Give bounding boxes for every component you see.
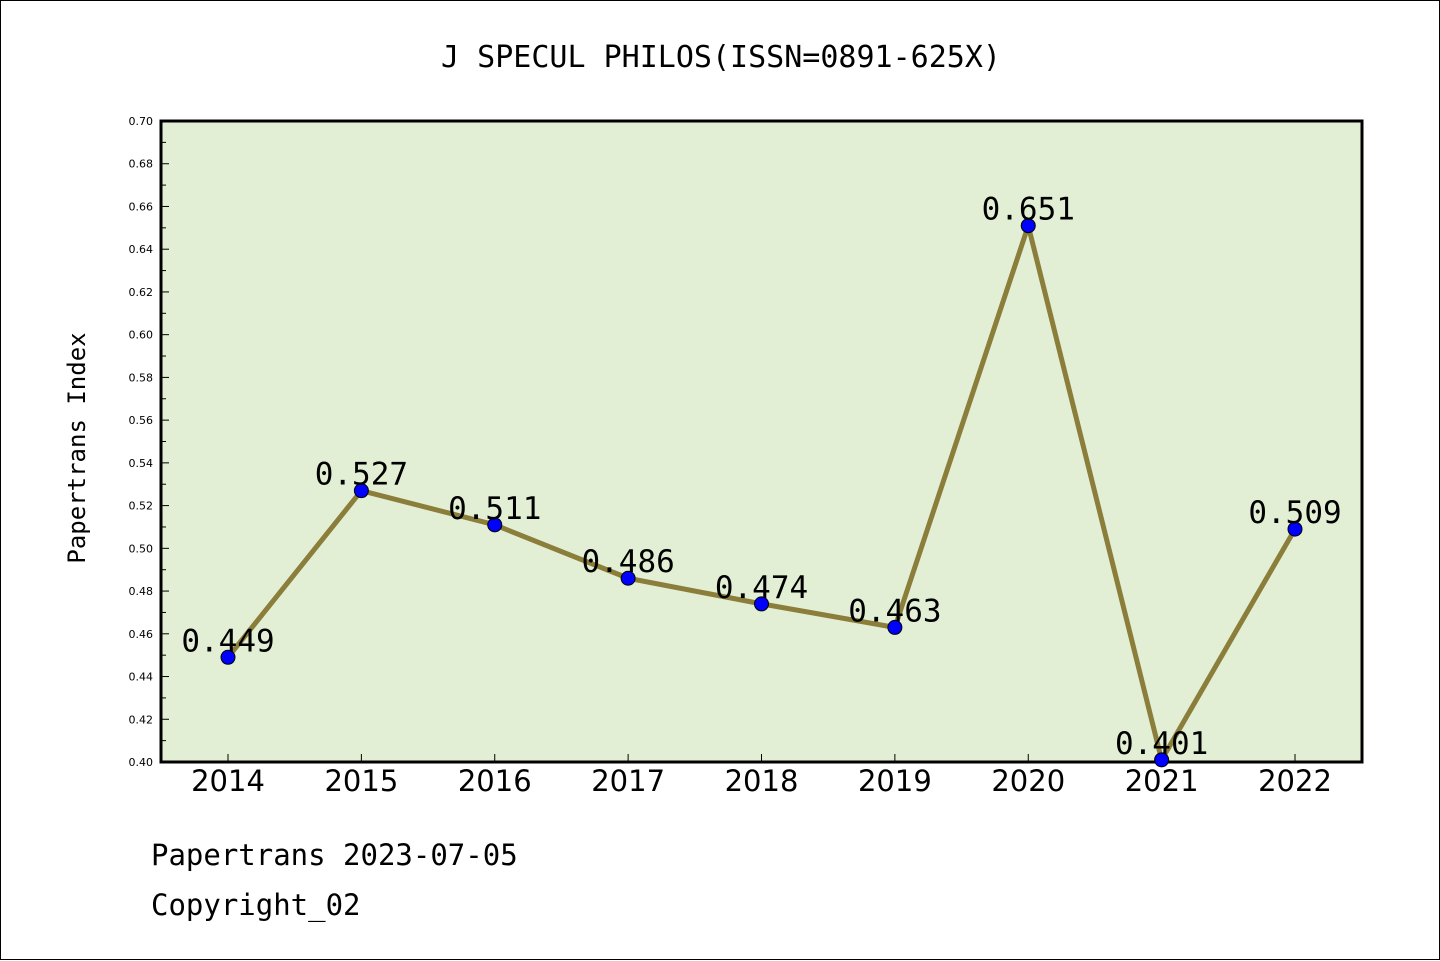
x-tick-label: 2018 — [725, 764, 799, 798]
footer-date: Papertrans 2023-07-05 — [151, 838, 518, 872]
y-tick-label: 0.62 — [129, 286, 154, 299]
data-label: 0.651 — [982, 192, 1075, 228]
chart-title: J SPECUL PHILOS(ISSN=0891-625X) — [441, 40, 1001, 75]
y-tick-label: 0.50 — [129, 542, 154, 555]
data-label: 0.509 — [1248, 495, 1341, 531]
data-point — [887, 619, 903, 635]
x-tick-label: 2014 — [191, 764, 265, 798]
y-tick-label: 0.70 — [129, 115, 154, 128]
footer-copyright: Copyright_02 — [151, 888, 361, 923]
y-tick-label: 0.66 — [129, 200, 154, 213]
data-point — [1154, 752, 1170, 768]
plot-area — [159, 119, 1364, 764]
x-tick-label: 2017 — [591, 764, 665, 798]
y-tick-label: 0.44 — [129, 671, 154, 684]
y-tick-label: 0.68 — [129, 158, 154, 171]
x-tick-label: 2022 — [1258, 764, 1332, 798]
y-tick-label: 0.60 — [129, 329, 154, 342]
data-point — [1020, 218, 1036, 234]
data-point — [1287, 521, 1303, 537]
x-tick-label: 2020 — [991, 764, 1065, 798]
data-label: 0.527 — [315, 457, 408, 493]
series-line — [220, 218, 1303, 768]
x-tick-label: 2021 — [1125, 764, 1199, 798]
x-tick-label: 2016 — [458, 764, 532, 798]
data-label: 0.486 — [581, 544, 674, 580]
y-tick-label: 0.48 — [129, 585, 154, 598]
y-tick-label: 0.42 — [129, 713, 154, 726]
data-point — [487, 517, 503, 533]
y-tick-label: 0.58 — [129, 371, 154, 384]
data-label: 0.463 — [848, 593, 941, 629]
y-tick-label: 0.52 — [129, 500, 154, 513]
data-point — [353, 483, 369, 499]
data-point — [620, 570, 636, 586]
y-tick-label: 0.40 — [129, 756, 154, 769]
data-label: 0.511 — [448, 491, 541, 527]
y-tick-label: 0.64 — [129, 243, 154, 256]
x-tick-label: 2015 — [324, 764, 398, 798]
y-tick-label: 0.56 — [129, 414, 154, 427]
y-tick-label: 0.46 — [129, 628, 154, 641]
data-point — [220, 649, 236, 665]
x-tick-label: 2019 — [858, 764, 932, 798]
x-axis: 2014 2015 2016 2017 2018 2019 2020 2021 2022 — [191, 754, 1332, 798]
data-point — [754, 596, 769, 612]
y-axis-label: Papertrans Index — [63, 332, 91, 563]
data-labels: 0.449 0.527 0.511 0.486 0.474 0.463 0.651 0.401… — [181, 192, 1341, 762]
data-label: 0.474 — [715, 570, 808, 606]
y-axis: 0.40 0.42 0.44 0.46 0.48 0.50 0.52 0.54 0.56 0.58… — [129, 115, 169, 769]
y-tick-label: 0.54 — [129, 457, 154, 470]
data-label: 0.401 — [1115, 726, 1208, 762]
data-label: 0.449 — [181, 623, 274, 659]
